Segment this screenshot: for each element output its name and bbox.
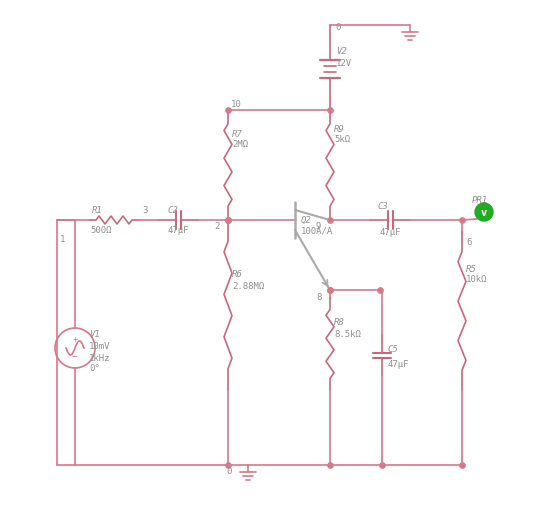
Text: 6: 6 (466, 238, 471, 247)
Text: C3: C3 (378, 202, 389, 211)
Text: 10: 10 (231, 100, 242, 109)
Text: v: v (481, 208, 487, 217)
Text: 47μF: 47μF (380, 228, 401, 237)
Text: 1kHz: 1kHz (89, 354, 110, 363)
Text: V1: V1 (89, 330, 100, 339)
Text: 1: 1 (60, 235, 65, 244)
Text: 3: 3 (142, 206, 147, 215)
Text: 2MΩ: 2MΩ (232, 140, 248, 149)
Text: 9: 9 (316, 222, 321, 231)
Text: R5: R5 (466, 265, 477, 274)
Text: 12V: 12V (336, 59, 352, 68)
Text: −: − (72, 352, 78, 362)
Text: R7: R7 (232, 130, 243, 139)
Text: R6: R6 (232, 270, 243, 279)
Text: R9: R9 (334, 125, 345, 134)
Text: 47μF: 47μF (168, 226, 190, 235)
Text: 0: 0 (335, 23, 340, 32)
Text: 8: 8 (316, 293, 321, 302)
Text: 0°: 0° (89, 364, 100, 373)
Text: PR1: PR1 (472, 196, 488, 205)
Text: 10kΩ: 10kΩ (466, 275, 488, 284)
Text: C2: C2 (168, 206, 179, 215)
Text: R1: R1 (92, 206, 103, 215)
Text: 2.88MΩ: 2.88MΩ (232, 282, 264, 291)
Text: R8: R8 (334, 318, 345, 327)
Circle shape (475, 203, 493, 221)
Text: +: + (72, 335, 78, 345)
Text: 500Ω: 500Ω (90, 226, 111, 235)
Text: 2: 2 (214, 222, 219, 231)
Text: 100A/A: 100A/A (301, 227, 333, 236)
Text: Q2: Q2 (301, 216, 312, 225)
Text: C5: C5 (387, 345, 398, 354)
Text: 10mV: 10mV (89, 342, 110, 351)
Text: 47μF: 47μF (387, 360, 408, 369)
Text: 0: 0 (226, 467, 231, 476)
Text: 8.5kΩ: 8.5kΩ (334, 330, 361, 339)
Text: 5kΩ: 5kΩ (334, 135, 350, 144)
Text: V2: V2 (336, 47, 347, 56)
